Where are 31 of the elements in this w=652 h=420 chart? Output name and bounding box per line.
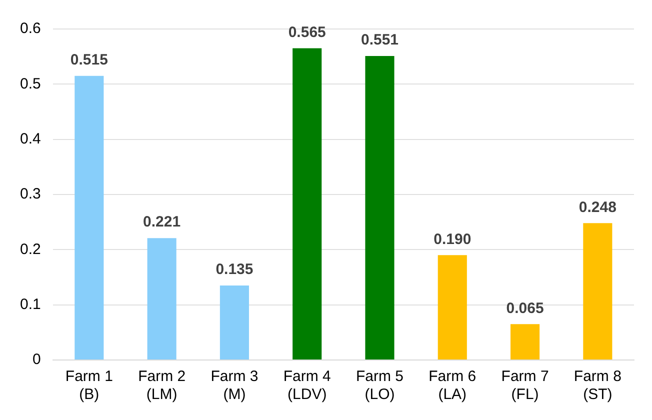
x-tick-label: Farm 1 (B) bbox=[65, 368, 113, 404]
data-label: 0.221 bbox=[143, 214, 181, 231]
x-tick-label: Farm 8 (ST) bbox=[574, 368, 622, 404]
bar bbox=[438, 255, 467, 360]
bar bbox=[510, 324, 540, 360]
data-label: 0.565 bbox=[288, 24, 326, 41]
bar bbox=[583, 223, 612, 360]
y-tick-label: 0.4 bbox=[20, 130, 41, 148]
data-label: 0.065 bbox=[506, 300, 544, 317]
y-tick-label: 0.5 bbox=[20, 75, 41, 92]
x-tick-label: Farm 2 (LM) bbox=[138, 368, 186, 404]
bar bbox=[74, 76, 104, 360]
y-tick-label: 0.6 bbox=[20, 20, 41, 38]
bar bbox=[147, 238, 176, 360]
data-label: 0.515 bbox=[70, 52, 108, 69]
x-tick-label: Farm 5 (LO) bbox=[356, 368, 404, 404]
bar bbox=[292, 48, 322, 360]
y-tick-label: 0.2 bbox=[20, 240, 41, 258]
y-tick-label: 0.3 bbox=[20, 186, 41, 203]
data-label: 0.248 bbox=[578, 198, 616, 216]
y-tick-label: 0.1 bbox=[20, 296, 41, 313]
x-tick-label: Farm 6 (LA) bbox=[428, 368, 476, 404]
x-tick-label: Farm 3 (M) bbox=[210, 368, 258, 404]
data-label: 0.551 bbox=[360, 32, 399, 49]
x-tick-label: Farm 4 (LDV) bbox=[283, 368, 331, 404]
y-tick-label: 0 bbox=[32, 351, 41, 368]
bar bbox=[220, 286, 249, 360]
bar bbox=[365, 56, 394, 360]
data-label: 0.135 bbox=[216, 261, 254, 278]
data-label: 0.190 bbox=[434, 230, 472, 248]
x-tick-label: Farm 7 (FL) bbox=[501, 368, 549, 404]
